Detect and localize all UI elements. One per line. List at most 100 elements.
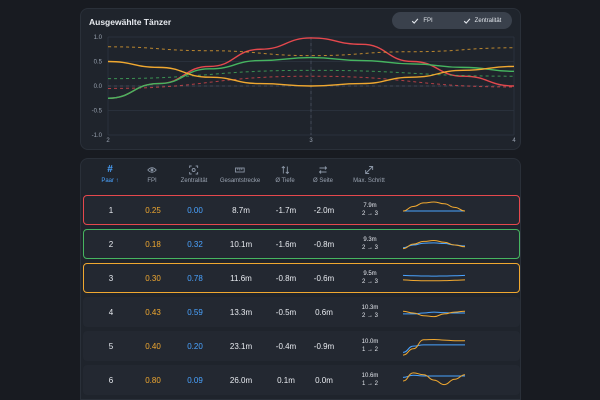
toggle-zentralitaet-label: Zentralität — [474, 17, 502, 24]
series-line — [107, 56, 515, 99]
table-header: # Paar ↑ FPI Zentralität Gesamtstrecke — [81, 159, 520, 189]
series-line — [107, 60, 515, 87]
chart-title: Ausgewählte Tänzer — [89, 17, 172, 27]
cell-zentralitaet: 0.59 — [187, 307, 203, 317]
cell-seite: -0.6m — [313, 273, 335, 283]
table-row[interactable]: 5 0.40 0.20 23.1m -0.4m -0.9m 10.0m 1 → … — [83, 331, 520, 361]
cell-gesamtstrecke: 23.1m — [229, 341, 253, 351]
y-tick-label: 1.0 — [94, 35, 103, 41]
column-header-seite[interactable]: Ø Seite — [313, 165, 333, 184]
focus-icon — [189, 165, 199, 175]
cell-tiefe: -1.7m — [275, 205, 297, 215]
cell-tiefe: -0.8m — [275, 273, 297, 283]
column-header-gesamtstrecke[interactable]: Gesamtstrecke — [220, 165, 260, 184]
max-schritt-value: 10.3m — [361, 305, 379, 311]
cell-pair: 5 — [108, 341, 114, 351]
max-schritt-value: 9.3m — [363, 237, 377, 243]
sparkline — [402, 338, 465, 356]
vertical-arrows-icon — [280, 165, 290, 175]
table-row[interactable]: 3 0.30 0.78 11.6m -0.8m -0.6m 9.5m 2 → 3 — [83, 263, 520, 293]
sparkline — [402, 310, 466, 318]
cell-gesamtstrecke: 10.1m — [229, 239, 253, 249]
sparkline-orange — [402, 338, 465, 356]
sparkline-blue — [402, 344, 465, 353]
cell-max-schritt: 10.3m 2 → 3 — [362, 298, 379, 326]
series-line — [107, 46, 515, 57]
cell-fpi: 0.18 — [145, 239, 161, 249]
column-header-label: Paar ↑ — [101, 178, 119, 184]
column-header-label: Gesamtstrecke — [219, 178, 261, 184]
x-tick-label: 4 — [512, 138, 516, 144]
sparkline-blue — [402, 374, 465, 378]
column-header-label: Zentralität — [180, 178, 208, 184]
cell-pair: 2 — [108, 239, 114, 249]
cell-fpi: 0.25 — [145, 205, 161, 215]
sparkline — [402, 239, 466, 250]
check-icon — [463, 18, 470, 24]
cell-seite: -0.9m — [313, 341, 335, 351]
cell-zentralitaet: 0.00 — [187, 205, 203, 215]
cell-fpi: 0.43 — [145, 307, 161, 317]
cell-seite: 0.0m — [315, 375, 333, 385]
y-tick-label: 0.0 — [94, 84, 103, 90]
column-header-fpi[interactable]: FPI — [147, 165, 157, 184]
hash-icon: # — [107, 164, 113, 175]
toggle-fpi[interactable]: FPI — [392, 12, 452, 29]
cell-max-schritt: 10.0m 1 → 2 — [362, 332, 379, 360]
cell-pair: 3 — [108, 273, 114, 283]
eye-icon — [147, 165, 157, 175]
column-header-paar[interactable]: # Paar ↑ — [101, 164, 119, 185]
sparkline — [402, 201, 466, 212]
column-header-label: Ø Seite — [312, 178, 334, 184]
table-row[interactable]: 6 0.80 0.09 26.0m 0.1m 0.0m 10.6m 1 → 2 — [83, 365, 520, 395]
metric-toggle-group: FPI Zentralität — [392, 12, 512, 29]
sparkline-orange — [402, 372, 466, 386]
column-header-max-schritt[interactable]: Max. Schritt — [353, 165, 385, 184]
pairs-table: # Paar ↑ FPI Zentralität Gesamtstrecke — [80, 158, 521, 400]
toggle-fpi-label: FPI — [423, 17, 433, 24]
cell-tiefe: -1.6m — [275, 239, 297, 249]
column-header-tiefe[interactable]: Ø Tiefe — [275, 165, 295, 184]
column-header-label: Max. Schritt — [353, 178, 385, 184]
max-schritt-range: 1 → 2 — [361, 347, 378, 353]
sparkline-blue — [402, 274, 466, 277]
cell-zentralitaet: 0.20 — [187, 341, 203, 351]
max-schritt-value: 10.6m — [361, 373, 379, 379]
max-schritt-range: 2 → 3 — [361, 279, 379, 285]
y-tick-label: -0.5 — [92, 109, 103, 115]
cell-pair: 4 — [108, 307, 114, 317]
cell-fpi: 0.30 — [145, 273, 161, 283]
cell-zentralitaet: 0.78 — [187, 273, 203, 283]
column-header-label: FPI — [147, 178, 157, 184]
cell-max-schritt: 10.6m 1 → 2 — [362, 366, 379, 394]
cell-pair: 6 — [108, 375, 114, 385]
cell-gesamtstrecke: 13.3m — [229, 307, 253, 317]
cell-fpi: 0.40 — [145, 341, 161, 351]
cell-zentralitaet: 0.32 — [187, 239, 203, 249]
table-row[interactable]: 1 0.25 0.00 8.7m -1.7m -2.0m 7.9m 2 → 3 — [83, 195, 520, 225]
ruler-icon — [235, 165, 245, 175]
cell-pair: 1 — [108, 205, 114, 215]
cell-tiefe: 0.1m — [277, 375, 295, 385]
chart-panel: 1.0 0.5 0.0 -0.5 -1.0 2 3 4 Ausgewählte Tänzer … — [80, 8, 521, 150]
cell-tiefe: -0.4m — [275, 341, 297, 351]
sparkline — [402, 372, 466, 386]
cell-seite: -2.0m — [313, 205, 335, 215]
cell-gesamtstrecke: 11.6m — [230, 273, 252, 283]
max-schritt-value: 9.5m — [363, 271, 377, 277]
x-tick-label: 3 — [309, 138, 313, 144]
sparkline-orange — [402, 310, 466, 318]
max-schritt-range: 1 → 2 — [361, 381, 378, 387]
line-chart: 1.0 0.5 0.0 -0.5 -1.02 3 4 — [92, 35, 517, 144]
table-row[interactable]: 2 0.18 0.32 10.1m -1.6m -0.8m 9.3m 2 → 3 — [83, 229, 520, 259]
table-row[interactable]: 4 0.43 0.59 13.3m -0.5m 0.6m 10.3m 2 → 3 — [83, 297, 520, 327]
max-schritt-range: 2 → 3 — [361, 313, 378, 319]
max-schritt-range: 2 → 3 — [361, 211, 379, 217]
column-header-zentralitaet[interactable]: Zentralität — [180, 165, 208, 184]
sparkline-blue — [403, 311, 465, 315]
sparkline-orange — [402, 279, 466, 282]
max-schritt-value: 7.9m — [363, 203, 377, 209]
column-header-label: Ø Tiefe — [275, 178, 295, 184]
toggle-zentralitaet[interactable]: Zentralität — [452, 12, 512, 29]
cell-seite: 0.6m — [315, 307, 333, 317]
